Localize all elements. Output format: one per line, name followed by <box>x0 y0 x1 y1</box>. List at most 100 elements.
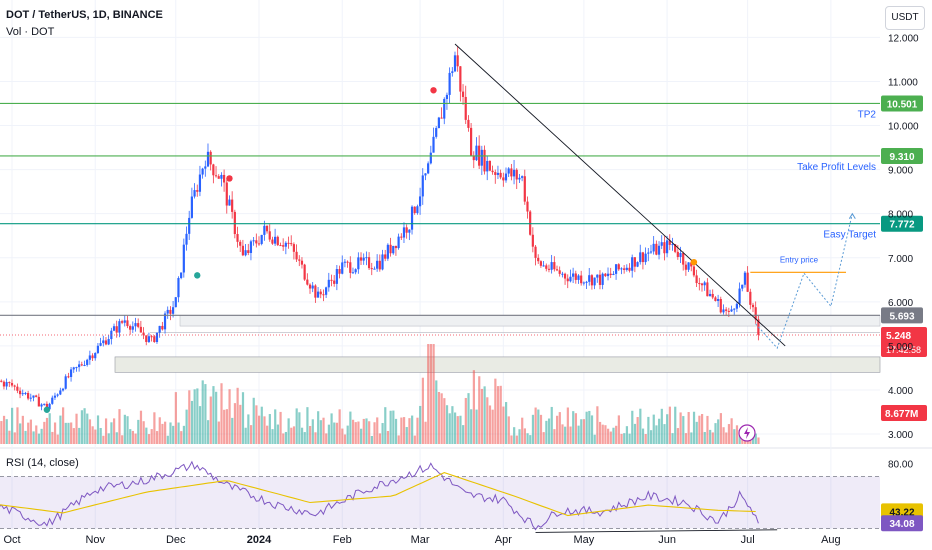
candle-body <box>617 264 620 270</box>
candle-body <box>644 253 647 263</box>
candle-body <box>27 392 30 399</box>
volume-bar <box>378 433 382 444</box>
volume-bar <box>102 435 105 444</box>
level-label-1: Take Profit Levels <box>797 162 876 173</box>
candle-body <box>298 259 301 261</box>
volume-bar <box>349 411 352 444</box>
volume-bar <box>201 380 204 444</box>
volume-bar <box>306 407 309 444</box>
volume-bar <box>72 428 75 444</box>
volume-bar <box>56 434 59 444</box>
candle-body <box>445 94 449 99</box>
candle-body <box>582 282 585 284</box>
candle-body <box>550 262 553 270</box>
candle-body <box>604 273 607 277</box>
volume-bar <box>59 415 62 444</box>
candle-body <box>174 297 177 308</box>
volume-bar <box>451 406 454 444</box>
volume-bar <box>612 427 615 444</box>
rsi-value-label-1: 34.08 <box>889 519 914 530</box>
candle-body <box>580 275 583 284</box>
volume-bar <box>126 416 129 444</box>
volume-bar <box>346 425 349 444</box>
candle-body <box>255 240 258 244</box>
candle-body <box>51 397 54 404</box>
candle-body <box>660 242 663 246</box>
volume-bar <box>48 413 51 444</box>
signal-marker-3 <box>430 87 437 94</box>
candle-body <box>115 326 118 333</box>
volume-bar <box>607 428 610 444</box>
volume-bar <box>480 388 484 444</box>
volume-bar <box>362 418 365 444</box>
candle-body <box>456 55 459 67</box>
candle-body <box>534 246 537 258</box>
currency-button[interactable]: USDT <box>885 6 925 30</box>
volume-bar <box>341 428 344 444</box>
candle-body <box>499 172 502 178</box>
volume-bar <box>499 385 502 444</box>
candle-body <box>21 393 24 395</box>
candle-body <box>625 267 628 270</box>
volume-bar <box>486 397 489 444</box>
volume-bar <box>478 376 481 444</box>
volume-bar <box>357 421 360 444</box>
volume-bar <box>604 425 607 444</box>
volume-bar <box>233 403 237 444</box>
candle-body <box>145 335 148 342</box>
level-value-tag-2 <box>881 215 923 232</box>
volume-bar <box>279 411 282 444</box>
candle-body <box>96 345 100 354</box>
time-tick-label-7: May <box>573 534 594 546</box>
volume-bar <box>556 415 559 444</box>
volume-bar <box>5 419 8 444</box>
time-tick-label-6: Apr <box>495 534 512 546</box>
volume-bar <box>158 417 161 444</box>
candle-body <box>639 252 642 263</box>
volume-bar <box>51 431 54 444</box>
candle-body <box>716 299 720 301</box>
candle-body <box>711 293 714 298</box>
volume-bar <box>252 397 255 444</box>
signal-marker-1 <box>194 272 201 279</box>
candle-body <box>325 287 328 295</box>
volume-bar <box>198 406 202 444</box>
volume-bar <box>298 412 301 444</box>
candle-body <box>10 383 14 386</box>
candle-body <box>418 196 422 207</box>
candle-body <box>284 242 287 247</box>
time-tick-label-3: 2024 <box>247 534 272 546</box>
candle-body <box>61 388 65 391</box>
signal-marker-0 <box>43 406 51 413</box>
candle-body <box>5 382 8 387</box>
candle-body <box>504 173 508 181</box>
volume-bar <box>185 409 188 444</box>
volume-bar <box>255 405 258 444</box>
volume-bar <box>722 427 725 444</box>
volume-bar <box>188 390 191 444</box>
candle-body <box>343 261 347 263</box>
candle-body <box>459 66 462 92</box>
candle-body <box>515 169 518 180</box>
candle-body <box>687 262 690 270</box>
time-tick-label-1: Nov <box>85 534 105 546</box>
candle-body <box>585 281 588 283</box>
candle-body <box>185 233 188 245</box>
volume-bar <box>572 411 575 444</box>
volume-bar <box>566 407 569 444</box>
candle-body <box>424 173 427 176</box>
volume-bar <box>429 344 433 444</box>
volume-bar <box>263 416 266 444</box>
candle-body <box>655 243 658 255</box>
volume-bar <box>53 422 57 444</box>
volume-bar <box>625 426 629 444</box>
candle-body <box>601 273 604 285</box>
candle-body <box>614 264 618 274</box>
volume-bar <box>2 415 6 444</box>
volume-bar <box>644 434 647 444</box>
volume-bar <box>64 422 67 444</box>
time-tick-label-10: Aug <box>821 534 841 546</box>
volume-bar <box>601 424 604 444</box>
level-value-label-1: 9.310 <box>889 152 914 163</box>
